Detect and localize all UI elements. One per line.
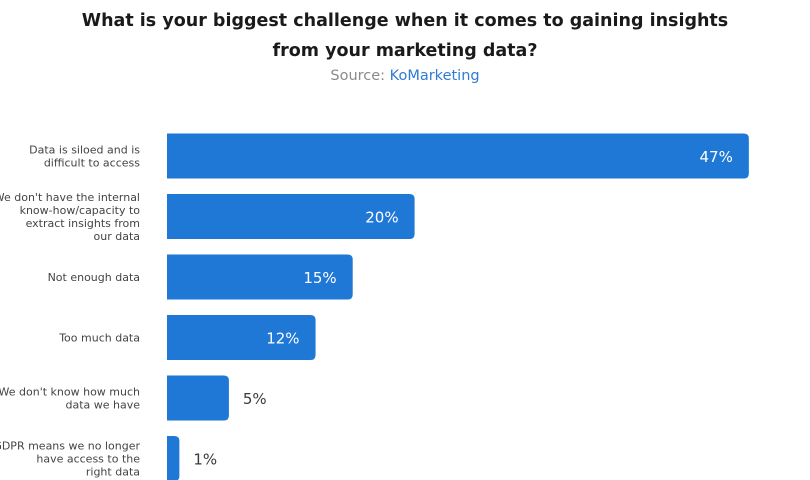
category-label-line: We don't have the internal — [0, 191, 140, 204]
bar-1 — [167, 133, 749, 179]
category-label-6: GDPR means we no longer have access to th… — [0, 440, 140, 479]
chart-title-line-2: from your marketing data? — [272, 41, 538, 61]
category-label-4: Too much data — [58, 332, 140, 345]
category-label-1: Data is siloed and is difficult to access — [29, 144, 140, 170]
source-name: KoMarketing — [389, 68, 480, 84]
bar-5 — [167, 375, 229, 421]
category-label-line: GDPR means we no longer — [0, 440, 140, 453]
bar-2 — [167, 194, 415, 239]
category-label-line: We don't know how much — [0, 386, 140, 399]
value-label-4: 12% — [266, 330, 299, 348]
category-label-5: We don't know how much data we have — [0, 386, 140, 412]
bar-3 — [167, 254, 353, 300]
bar-4 — [167, 315, 316, 360]
category-label-line: Too much data — [58, 332, 140, 345]
chart-title-line-1: What is your biggest challenge when it c… — [81, 11, 729, 31]
category-label-line: know-how/capacity to — [20, 204, 141, 217]
value-label-1: 47% — [700, 148, 733, 166]
category-label-2: We don't have the internal know-how/capac… — [0, 191, 140, 243]
value-label-3: 15% — [303, 269, 336, 287]
category-label-line: extract insights from — [26, 217, 140, 230]
category-label-line: Not enough data — [48, 271, 140, 284]
category-label-line: difficult to access — [44, 157, 140, 170]
category-label-line: have access to the — [36, 453, 140, 466]
value-label-2: 20% — [365, 209, 398, 227]
source-line: Source: KoMarketing — [0, 68, 810, 84]
source-prefix: Source: — [330, 68, 386, 84]
category-label-line: right data — [86, 466, 140, 479]
value-label-5: 5% — [243, 390, 267, 408]
category-label-line: our data — [94, 230, 141, 243]
chart-title: What is your biggest challenge when it c… — [0, 6, 810, 66]
bar-6 — [167, 436, 180, 480]
category-label-3: Not enough data — [48, 271, 140, 284]
category-label-line: data we have — [65, 399, 140, 412]
value-label-6: 1% — [193, 451, 217, 469]
category-label-line: Data is siloed and is — [29, 144, 140, 157]
